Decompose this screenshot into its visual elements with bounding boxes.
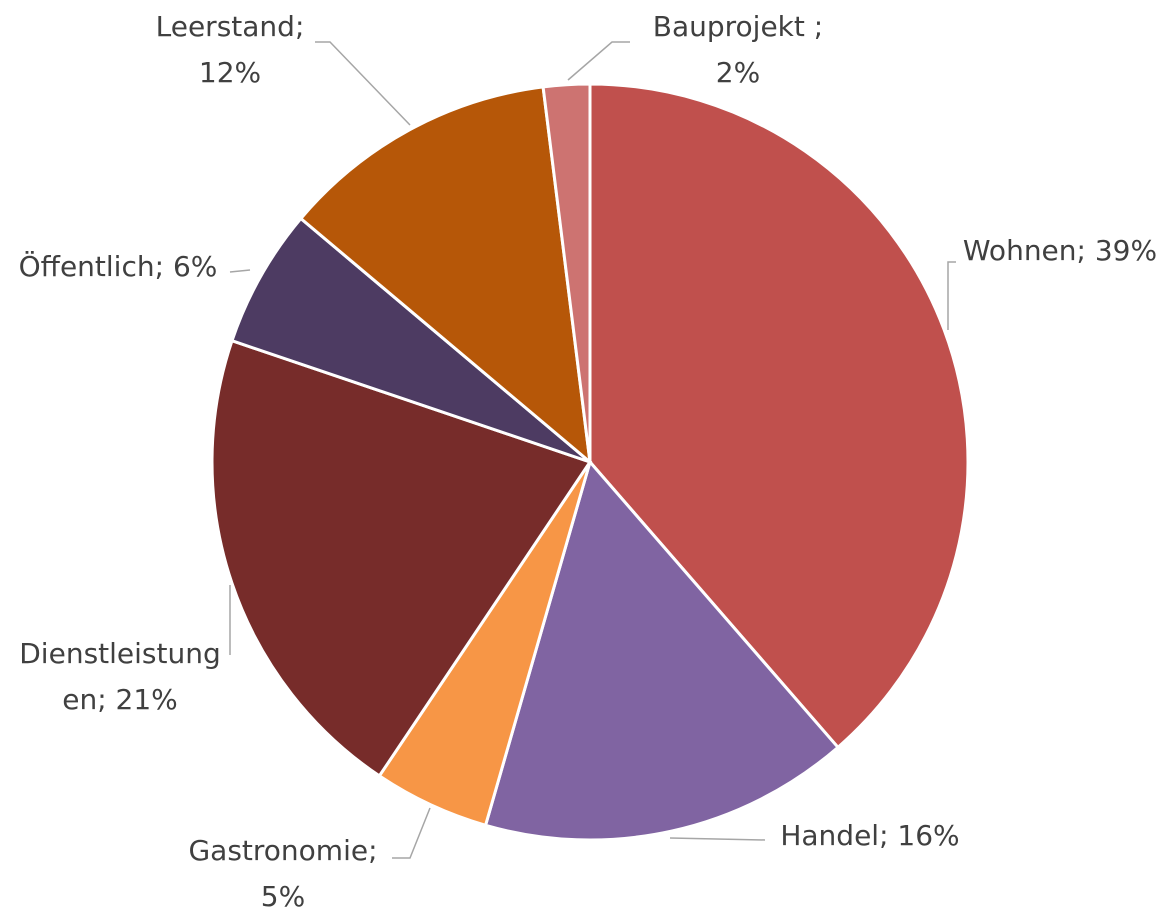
leader-lines [229, 41, 956, 859]
data-label: Öffentlich; 6% [19, 249, 218, 283]
pie-slice [298, 85, 592, 466]
leader-line [669, 837, 766, 841]
leader-line [567, 41, 630, 81]
pie-slice [210, 338, 593, 778]
pie-slice [483, 458, 841, 842]
data-label: Handel; 16% [780, 819, 959, 852]
data-label: 2% [716, 56, 760, 89]
leader-line [229, 269, 251, 273]
leader-line [392, 807, 431, 859]
data-label: Wohnen; 39% [963, 234, 1157, 267]
data-label: Leerstand; [156, 10, 305, 43]
leader-line [315, 41, 411, 126]
data-label: Bauprojekt ; [653, 10, 823, 43]
pie-slice [588, 82, 970, 750]
pie-slice [230, 216, 591, 464]
data-label: Dienstleistung [19, 637, 221, 670]
leader-line [947, 261, 956, 330]
pie-slice [541, 82, 592, 463]
data-label: Gastronomie; [188, 834, 377, 867]
data-label: 5% [261, 880, 305, 909]
data-label: en; 21% [62, 683, 178, 716]
data-label: 12% [199, 56, 261, 89]
